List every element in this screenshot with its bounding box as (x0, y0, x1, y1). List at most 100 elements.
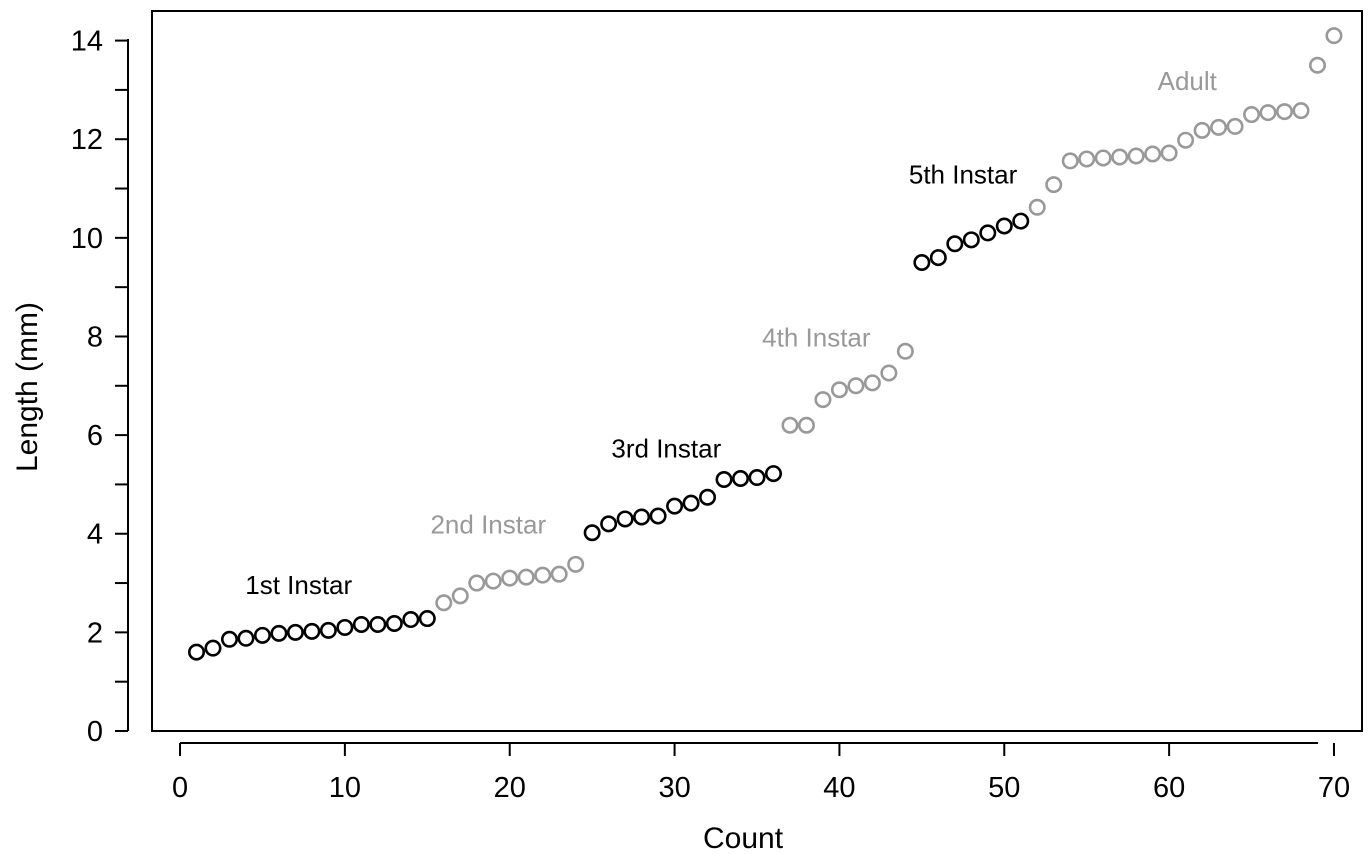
y-tick-label: 8 (87, 321, 103, 353)
data-point (962, 231, 980, 249)
data-point (583, 524, 601, 542)
series-4th-instar (781, 342, 914, 434)
data-point (715, 470, 733, 488)
x-tick-label: 0 (172, 772, 188, 804)
data-point (1243, 106, 1261, 124)
y-axis-title: Length (mm) (11, 302, 44, 472)
data-point (1160, 144, 1178, 162)
x-tick-label: 50 (988, 772, 1020, 804)
data-point (1308, 56, 1326, 74)
data-point (567, 555, 585, 573)
data-point (797, 416, 815, 434)
series-adult (1028, 27, 1343, 216)
data-point (1111, 148, 1129, 166)
group-label: 5th Instar (909, 160, 1018, 190)
x-tick-label: 40 (823, 772, 855, 804)
data-point (666, 497, 684, 515)
data-point (863, 374, 881, 392)
data-point (1177, 131, 1195, 149)
group-label: 1st Instar (245, 570, 352, 600)
data-point (1193, 121, 1211, 139)
data-point (814, 391, 832, 409)
data-point (699, 488, 717, 506)
data-point (451, 587, 469, 605)
data-point (220, 630, 238, 648)
data-point (1144, 145, 1162, 163)
data-point (946, 235, 964, 253)
data-point (402, 611, 420, 629)
data-point (517, 568, 535, 586)
data-point (781, 416, 799, 434)
y-tick-label: 2 (87, 617, 103, 649)
x-axis-title: Count (703, 822, 784, 854)
group-label: Adult (1158, 66, 1218, 96)
data-point (1094, 149, 1112, 167)
data-point (1210, 118, 1228, 136)
data-point (352, 615, 370, 633)
data-point (385, 614, 403, 632)
data-point (649, 507, 667, 525)
data-point (896, 342, 914, 360)
data-point (319, 621, 337, 639)
y-tick-label: 14 (71, 26, 103, 58)
data-point (929, 249, 947, 267)
data-point (1259, 104, 1277, 122)
y-tick-label: 6 (87, 420, 103, 452)
data-point (616, 510, 634, 528)
data-point (1045, 176, 1063, 194)
data-point (484, 572, 502, 590)
data-point (1276, 103, 1294, 121)
data-point (830, 381, 848, 399)
data-point (204, 639, 222, 657)
data-point (336, 618, 354, 636)
data-point (237, 629, 255, 647)
data-point (369, 615, 387, 633)
group-labels: 1st Instar 2nd Instar 3rd Instar 4th Instar… (245, 66, 1217, 600)
y-tick-label: 10 (71, 223, 103, 255)
data-point (995, 217, 1013, 235)
group-label: 2nd Instar (430, 510, 546, 540)
data-point (435, 594, 453, 612)
data-point (1292, 102, 1310, 120)
data-point (1061, 152, 1079, 170)
y-tick-label: 12 (71, 124, 103, 156)
data-point (188, 643, 206, 661)
data-point (682, 494, 700, 512)
data-point (550, 565, 568, 583)
x-axis-ticks: 0 10 20 30 40 50 60 70 (172, 743, 1350, 804)
data-point (764, 465, 782, 483)
data-point (1127, 147, 1145, 165)
x-tick-label: 10 (329, 772, 361, 804)
data-point (468, 574, 486, 592)
data-point (600, 515, 618, 533)
data-point (847, 377, 865, 395)
series-2nd-instar (435, 555, 585, 612)
x-tick-label: 60 (1153, 772, 1185, 804)
data-point (633, 508, 651, 526)
data-point (501, 569, 519, 587)
data-point (880, 364, 898, 382)
data-point (732, 470, 750, 488)
x-tick-label: 30 (658, 772, 690, 804)
data-point (1325, 27, 1343, 45)
x-tick-label: 20 (494, 772, 526, 804)
data-point (913, 254, 931, 272)
series-3rd-instar (583, 465, 782, 542)
data-point (286, 623, 304, 641)
y-axis-ticks: 0 2 4 6 8 10 12 14 (71, 26, 128, 748)
data-point (418, 610, 436, 628)
data-point (1028, 198, 1046, 216)
data-point (253, 626, 271, 644)
data-point (1012, 212, 1030, 230)
data-point (748, 469, 766, 487)
group-label: 3rd Instar (611, 433, 721, 463)
data-point (1078, 150, 1096, 168)
y-tick-label: 0 (87, 716, 103, 748)
group-label: 4th Instar (762, 322, 871, 352)
data-points (188, 27, 1343, 661)
data-point (1226, 117, 1244, 135)
x-tick-label: 70 (1318, 772, 1350, 804)
data-point (303, 622, 321, 640)
data-point (979, 224, 997, 242)
